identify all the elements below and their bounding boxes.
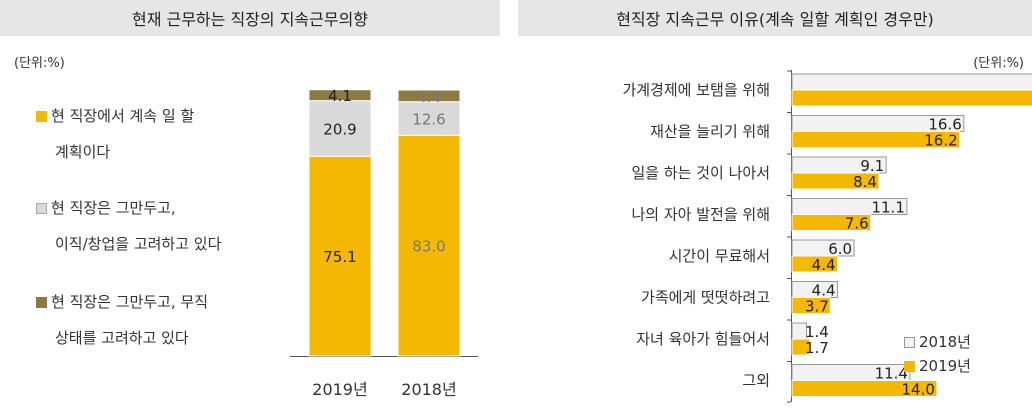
stacked-bar-chart: 75.1 20.9 4.1 2019년 83.0 12.6 4.4 2018년 (290, 87, 478, 399)
legend-label-2018: 2018년 (919, 333, 971, 351)
legend-item-change-job: 현 직장은 그만두고, 이직/창업을 고려하고 있다 (36, 190, 221, 262)
bar (791, 89, 1032, 107)
data-label: 4.4 (417, 88, 441, 106)
data-label: 11.1 (871, 199, 904, 217)
right-chart-title: 현직장 지속근무 이유(계속 일할 계획인 경우만) (518, 0, 1032, 36)
legend-swatch-icon (36, 297, 47, 308)
left-unit-label: (단위:%) (14, 56, 65, 71)
y-tick-label: 일을 하는 것이 나아서 (631, 164, 770, 182)
y-tick-label: 그외 (742, 372, 770, 390)
data-label: 4.1 (328, 87, 352, 105)
y-tick-label: 가계경제에 보탬을 위해 (622, 81, 770, 99)
data-label: 14.0 (901, 381, 934, 399)
data-label: 20.9 (323, 120, 356, 138)
right-unit-label: (단위:%) (973, 56, 1024, 71)
legend-label-line2: 이직/창업을 고려하고 있다 (55, 235, 222, 253)
bar (791, 73, 1032, 91)
y-tick-label: 나의 자아 발전을 위해 (631, 206, 770, 224)
data-label: 16.2 (924, 132, 957, 150)
data-label: 4.4 (812, 282, 836, 300)
legend-label-line1: 현 직장에서 계속 일 할 (51, 107, 195, 125)
data-label: 16.6 (928, 116, 961, 134)
legend-label-line1: 현 직장은 그만두고, (51, 199, 176, 217)
data-label: 7.6 (845, 215, 869, 233)
legend-label-line2: 계획이다 (55, 143, 111, 161)
data-label: 83.0 (412, 238, 445, 256)
data-label: 12.6 (412, 110, 445, 128)
legend-swatch-icon (904, 337, 915, 348)
legend-swatch-icon (36, 111, 47, 122)
data-label: 4.4 (812, 256, 836, 274)
y-tick-label: 가족에게 떳떳하려고 (641, 289, 770, 307)
data-label: 1.4 (805, 323, 829, 341)
data-label: 11.4 (875, 365, 908, 383)
bar (791, 297, 831, 314)
left-chart-title: 현재 근무하는 직장의 지속근무의향 (0, 0, 500, 36)
bar (791, 255, 839, 273)
data-label: 8.4 (853, 173, 877, 191)
right-legend: 2018년 2019년 (904, 330, 971, 378)
bar (791, 172, 880, 190)
x-tick-label: 2019년 (312, 380, 367, 399)
y-tick-label: 재산을 늘리기 위해 (650, 123, 770, 141)
data-label: 3.7 (805, 298, 829, 316)
y-tick-label: 시간이 무료해서 (669, 247, 770, 265)
bar (791, 380, 938, 397)
data-label: 6.0 (828, 240, 852, 258)
bar (791, 338, 811, 356)
data-label: 9.1 (860, 157, 884, 175)
legend-item-2019: 2019년 (904, 354, 971, 378)
bar (791, 214, 872, 231)
data-label: 75.1 (323, 248, 356, 266)
legend-swatch-icon (36, 203, 47, 214)
x-tick-label: 2018년 (401, 380, 456, 399)
horizontal-bar-chart: 가계경제에 보탬을 위해40.044.0재산을 늘리기 위해16.616.2일을… (622, 70, 1032, 403)
legend-item-continue: 현 직장에서 계속 일 할 계획이다 (36, 98, 194, 170)
bar-segment (308, 155, 372, 357)
y-tick-label: 자녀 육아가 힘들어서 (636, 330, 770, 348)
data-label: 1.7 (805, 339, 829, 357)
legend-label-2019: 2019년 (919, 357, 971, 375)
legend-item-2018: 2018년 (904, 330, 971, 354)
legend-label-line1: 현 직장은 그만두고, 무직 (51, 293, 209, 311)
legend-item-unemployed: 현 직장은 그만두고, 무직 상태를 고려하고 있다 (36, 284, 208, 356)
bar (791, 131, 961, 148)
bar-segment (397, 101, 461, 136)
bar-segment (308, 89, 372, 102)
bar-segment (397, 134, 461, 357)
bar-segment (397, 89, 461, 103)
legend-swatch-icon (904, 361, 915, 372)
right-chart-panel: 현직장 지속근무 이유(계속 일할 계획인 경우만) (단위:%) 가계경제에 … (518, 0, 1032, 418)
legend-label-line2: 상태를 고려하고 있다 (55, 329, 189, 347)
left-chart-panel: 현재 근무하는 직장의 지속근무의향 (단위:%) 현 직장에서 계속 일 할 … (0, 0, 500, 418)
bar-segment (308, 100, 372, 157)
